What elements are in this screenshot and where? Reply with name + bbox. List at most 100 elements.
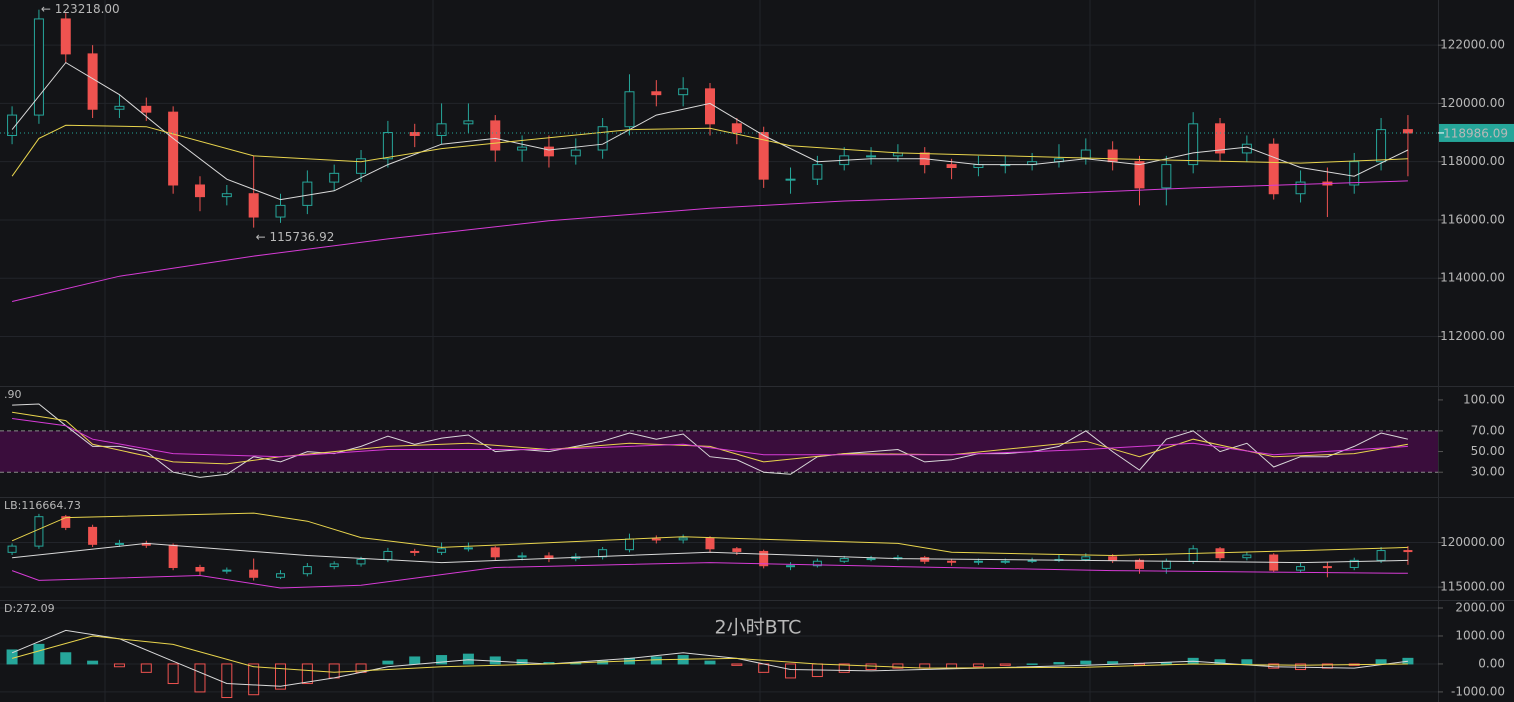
mini-body — [598, 549, 608, 558]
mini-body — [88, 526, 98, 545]
mini-body — [1188, 548, 1198, 562]
histogram-bar — [33, 643, 45, 665]
histogram-bar — [704, 660, 716, 665]
mini-body — [1242, 554, 1252, 559]
y-tick-label: 50.00 — [1471, 444, 1505, 458]
histogram-bar — [838, 663, 850, 673]
y-tick-label: 30.00 — [1471, 465, 1505, 479]
mini-body — [34, 516, 44, 547]
candle-body — [382, 132, 393, 160]
histogram-bar — [1080, 660, 1092, 665]
histogram-bar — [301, 663, 313, 685]
candle-body — [705, 88, 715, 125]
candle-body — [1376, 129, 1387, 163]
mini-body — [624, 538, 634, 551]
histogram-bar — [1321, 663, 1333, 669]
histogram-bar — [275, 663, 287, 690]
candle-body — [87, 53, 98, 110]
histogram-bar — [113, 663, 125, 668]
y-tick-label: 122000.00 — [1440, 38, 1505, 52]
candle-body — [329, 172, 340, 183]
candle-body — [490, 120, 501, 151]
histogram-bar — [999, 663, 1011, 666]
candle-body — [302, 181, 313, 206]
mini-body — [1000, 560, 1010, 563]
mini-body — [973, 560, 983, 563]
mini-body — [195, 566, 205, 572]
candle-body — [409, 132, 420, 136]
watermark: 2小时BTC — [715, 617, 802, 639]
histogram-bar — [462, 653, 474, 665]
mini-body — [114, 542, 124, 545]
candle-body — [1080, 149, 1091, 160]
histogram-bar — [248, 663, 260, 696]
candle-body — [812, 164, 823, 180]
candle-body — [678, 88, 689, 96]
histogram-bar — [650, 656, 662, 665]
rsi-band — [0, 430, 1438, 473]
mini-body — [1081, 556, 1091, 560]
mini-body — [759, 550, 769, 567]
y-tick-label: 115000.00 — [1440, 580, 1505, 594]
candle-body — [436, 123, 447, 136]
indicator-label: .90 — [4, 388, 22, 401]
y-tick-label: 118000.00 — [1440, 154, 1505, 168]
histogram-bar — [87, 660, 99, 665]
mini-body — [7, 545, 17, 553]
y-tick-label: 2000.00 — [1455, 600, 1505, 614]
indicator-line — [11, 180, 1408, 302]
mini-body — [1134, 559, 1144, 569]
indicator-line — [11, 562, 1408, 589]
mini-body — [1349, 559, 1359, 568]
mini-body — [1322, 566, 1332, 569]
histogram-bar — [1241, 659, 1253, 665]
y-tick-label: 0.00 — [1478, 656, 1505, 670]
y-tick-label: 114000.00 — [1440, 271, 1505, 285]
candle-body — [543, 146, 554, 157]
indicator-line — [11, 512, 1408, 557]
mini-body — [947, 560, 957, 563]
histogram-bar — [489, 656, 501, 665]
mini-body — [839, 558, 849, 562]
pane: -1000.00 0.00 1000.00 2000.00 2小时BTC D:272.09 — [0, 600, 1505, 698]
indicator-label: D:272.09 — [4, 602, 55, 615]
candle-body — [7, 114, 18, 136]
mini-body — [61, 516, 71, 528]
pane: 112000.00 114000.00 116000.00 118000.00 1200… — [0, 2, 1514, 343]
histogram-bar — [1053, 662, 1065, 665]
candle-body — [168, 111, 179, 186]
mini-body — [168, 544, 178, 568]
indicator-line — [12, 418, 1408, 458]
mini-body — [1027, 559, 1037, 562]
y-tick-label: -1000.00 — [1451, 684, 1505, 698]
histogram-bar — [1375, 659, 1387, 665]
mini-body — [410, 550, 420, 553]
mini-body — [651, 538, 661, 541]
indicator-line — [11, 61, 1409, 201]
mini-body — [1376, 550, 1386, 561]
y-tick-label: 120000.00 — [1440, 535, 1505, 549]
candle-body — [1134, 161, 1145, 189]
mini-body — [517, 555, 527, 558]
histogram-bar — [1026, 663, 1038, 665]
mini-body — [249, 569, 259, 578]
mini-body — [1108, 556, 1118, 561]
last-price-label: 118986.09 — [1443, 126, 1508, 140]
mini-body — [732, 548, 742, 552]
mini-body — [1403, 550, 1413, 553]
mini-body — [678, 537, 688, 541]
indicator-line — [11, 124, 1408, 177]
y-tick-label: 120000.00 — [1440, 96, 1505, 110]
candle-body — [570, 149, 581, 157]
mini-body — [920, 557, 930, 562]
candle-body — [758, 132, 769, 180]
candle-body — [946, 164, 957, 169]
candle-body — [1161, 164, 1172, 189]
histogram-bar — [1402, 657, 1414, 665]
vertical-grid — [104, 0, 1256, 702]
y-tick-label: 1000.00 — [1455, 628, 1505, 642]
y-tick-label: 112000.00 — [1440, 329, 1505, 343]
y-tick-label: 70.00 — [1471, 423, 1505, 437]
mini-body — [812, 560, 822, 567]
candle-body — [60, 18, 71, 55]
